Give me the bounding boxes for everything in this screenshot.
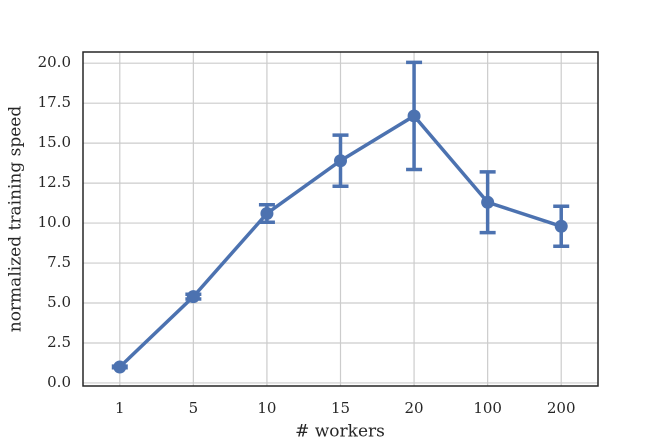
y-tick-label: 17.5 xyxy=(38,93,71,111)
y-tick-label: 12.5 xyxy=(38,173,71,191)
plot-frame xyxy=(82,51,599,387)
point xyxy=(334,154,347,168)
y-axis-label: normalized training speed xyxy=(6,106,26,333)
y-tick-label: 20.0 xyxy=(38,53,71,71)
point xyxy=(554,219,568,233)
x-axis-label: # workers xyxy=(295,422,385,442)
x-tick-label: 100 xyxy=(473,399,502,417)
x-tick-label: 10 xyxy=(257,399,276,417)
x-tick-label: 15 xyxy=(331,399,350,417)
y-tick-label: 15.0 xyxy=(38,133,71,151)
y-tick-label: 2.5 xyxy=(47,333,71,351)
y-tick-label: 0.0 xyxy=(47,373,71,391)
point xyxy=(407,109,421,123)
point xyxy=(260,206,274,220)
y-tick-label: 10.0 xyxy=(38,213,71,231)
y-tick-label: 5.0 xyxy=(47,293,71,311)
y-tick-label: 7.5 xyxy=(47,253,71,271)
x-tick-label: 200 xyxy=(547,399,576,417)
point xyxy=(113,360,127,374)
point xyxy=(481,195,495,209)
x-tick-label: 5 xyxy=(189,399,199,417)
x-tick-label: 20 xyxy=(405,399,424,417)
point xyxy=(186,290,200,304)
x-tick-label: 1 xyxy=(115,399,125,417)
